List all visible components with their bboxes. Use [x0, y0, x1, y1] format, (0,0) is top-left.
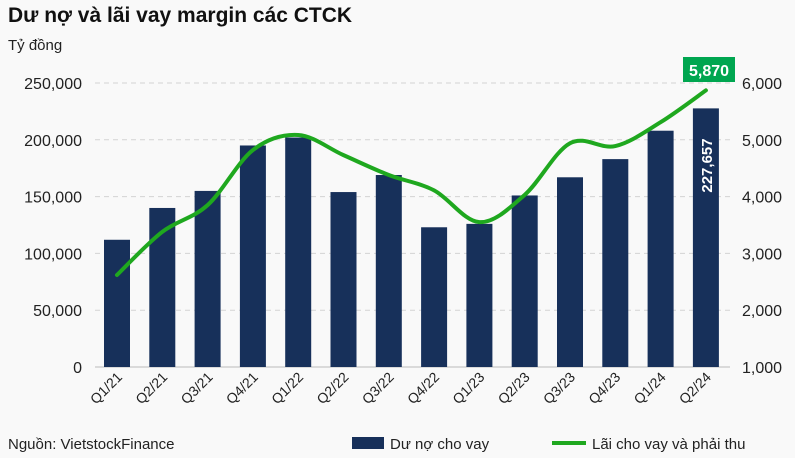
x-tick-label: Q1/24: [630, 369, 668, 407]
bar: [421, 227, 448, 367]
x-tick-label: Q2/23: [495, 369, 533, 407]
bar: [466, 223, 493, 367]
y-tick-label: 0: [73, 360, 82, 377]
y-tick-label: 250,000: [24, 76, 82, 93]
bar: [511, 195, 538, 367]
y2-tick-label: 4,000: [742, 190, 782, 207]
bar-data-label: 227,657: [699, 138, 716, 192]
chart-title: Dư nợ và lãi vay margin các CTCK: [8, 4, 353, 27]
line-data-label: 5,870: [689, 63, 729, 80]
x-tick-label: Q2/21: [132, 369, 170, 407]
y-tick-label: 150,000: [24, 190, 82, 207]
y2-tick-label: 6,000: [742, 76, 782, 93]
x-tick-label: Q2/24: [676, 369, 714, 407]
line-data-label-bg: [683, 57, 735, 82]
y-tick-label: 50,000: [33, 303, 82, 320]
x-tick-label: Q3/23: [540, 369, 578, 407]
legend-line-label: Lãi cho vay và phải thu: [592, 436, 745, 453]
bar: [330, 192, 357, 367]
legend-bar-swatch: [352, 437, 384, 449]
bar: [149, 207, 176, 367]
bar: [194, 190, 221, 367]
x-tick-label: Q3/21: [177, 369, 215, 407]
bar: [239, 145, 266, 367]
bar: [557, 177, 583, 367]
x-tick-label: Q4/23: [585, 369, 623, 407]
bar: [375, 175, 402, 367]
source-note: Nguồn: VietstockFinance: [8, 436, 175, 453]
y2-tick-label: 5,000: [742, 133, 782, 150]
x-tick-label: Q2/22: [313, 369, 351, 407]
y-axis-unit: Tỷ đồng: [8, 37, 63, 54]
x-tick-label: Q1/22: [268, 369, 306, 407]
y-tick-label: 200,000: [24, 133, 82, 150]
y2-tick-label: 3,000: [742, 246, 782, 263]
bar: [285, 137, 312, 367]
y2-tick-label: 2,000: [742, 303, 782, 320]
x-tick-label: Q1/23: [449, 369, 487, 407]
y-tick-label: 100,000: [24, 246, 82, 263]
bar: [104, 239, 130, 367]
bar: [647, 130, 674, 367]
line-series: [115, 88, 708, 277]
x-tick-label: Q1/21: [87, 369, 125, 407]
bar: [602, 159, 629, 367]
legend-bar-label: Dư nợ cho vay: [390, 436, 490, 453]
x-tick-label: Q3/22: [359, 369, 397, 407]
y2-tick-label: 1,000: [742, 360, 782, 377]
x-tick-label: Q4/22: [404, 369, 442, 407]
bar: [692, 108, 719, 367]
x-tick-label: Q4/21: [223, 369, 261, 407]
